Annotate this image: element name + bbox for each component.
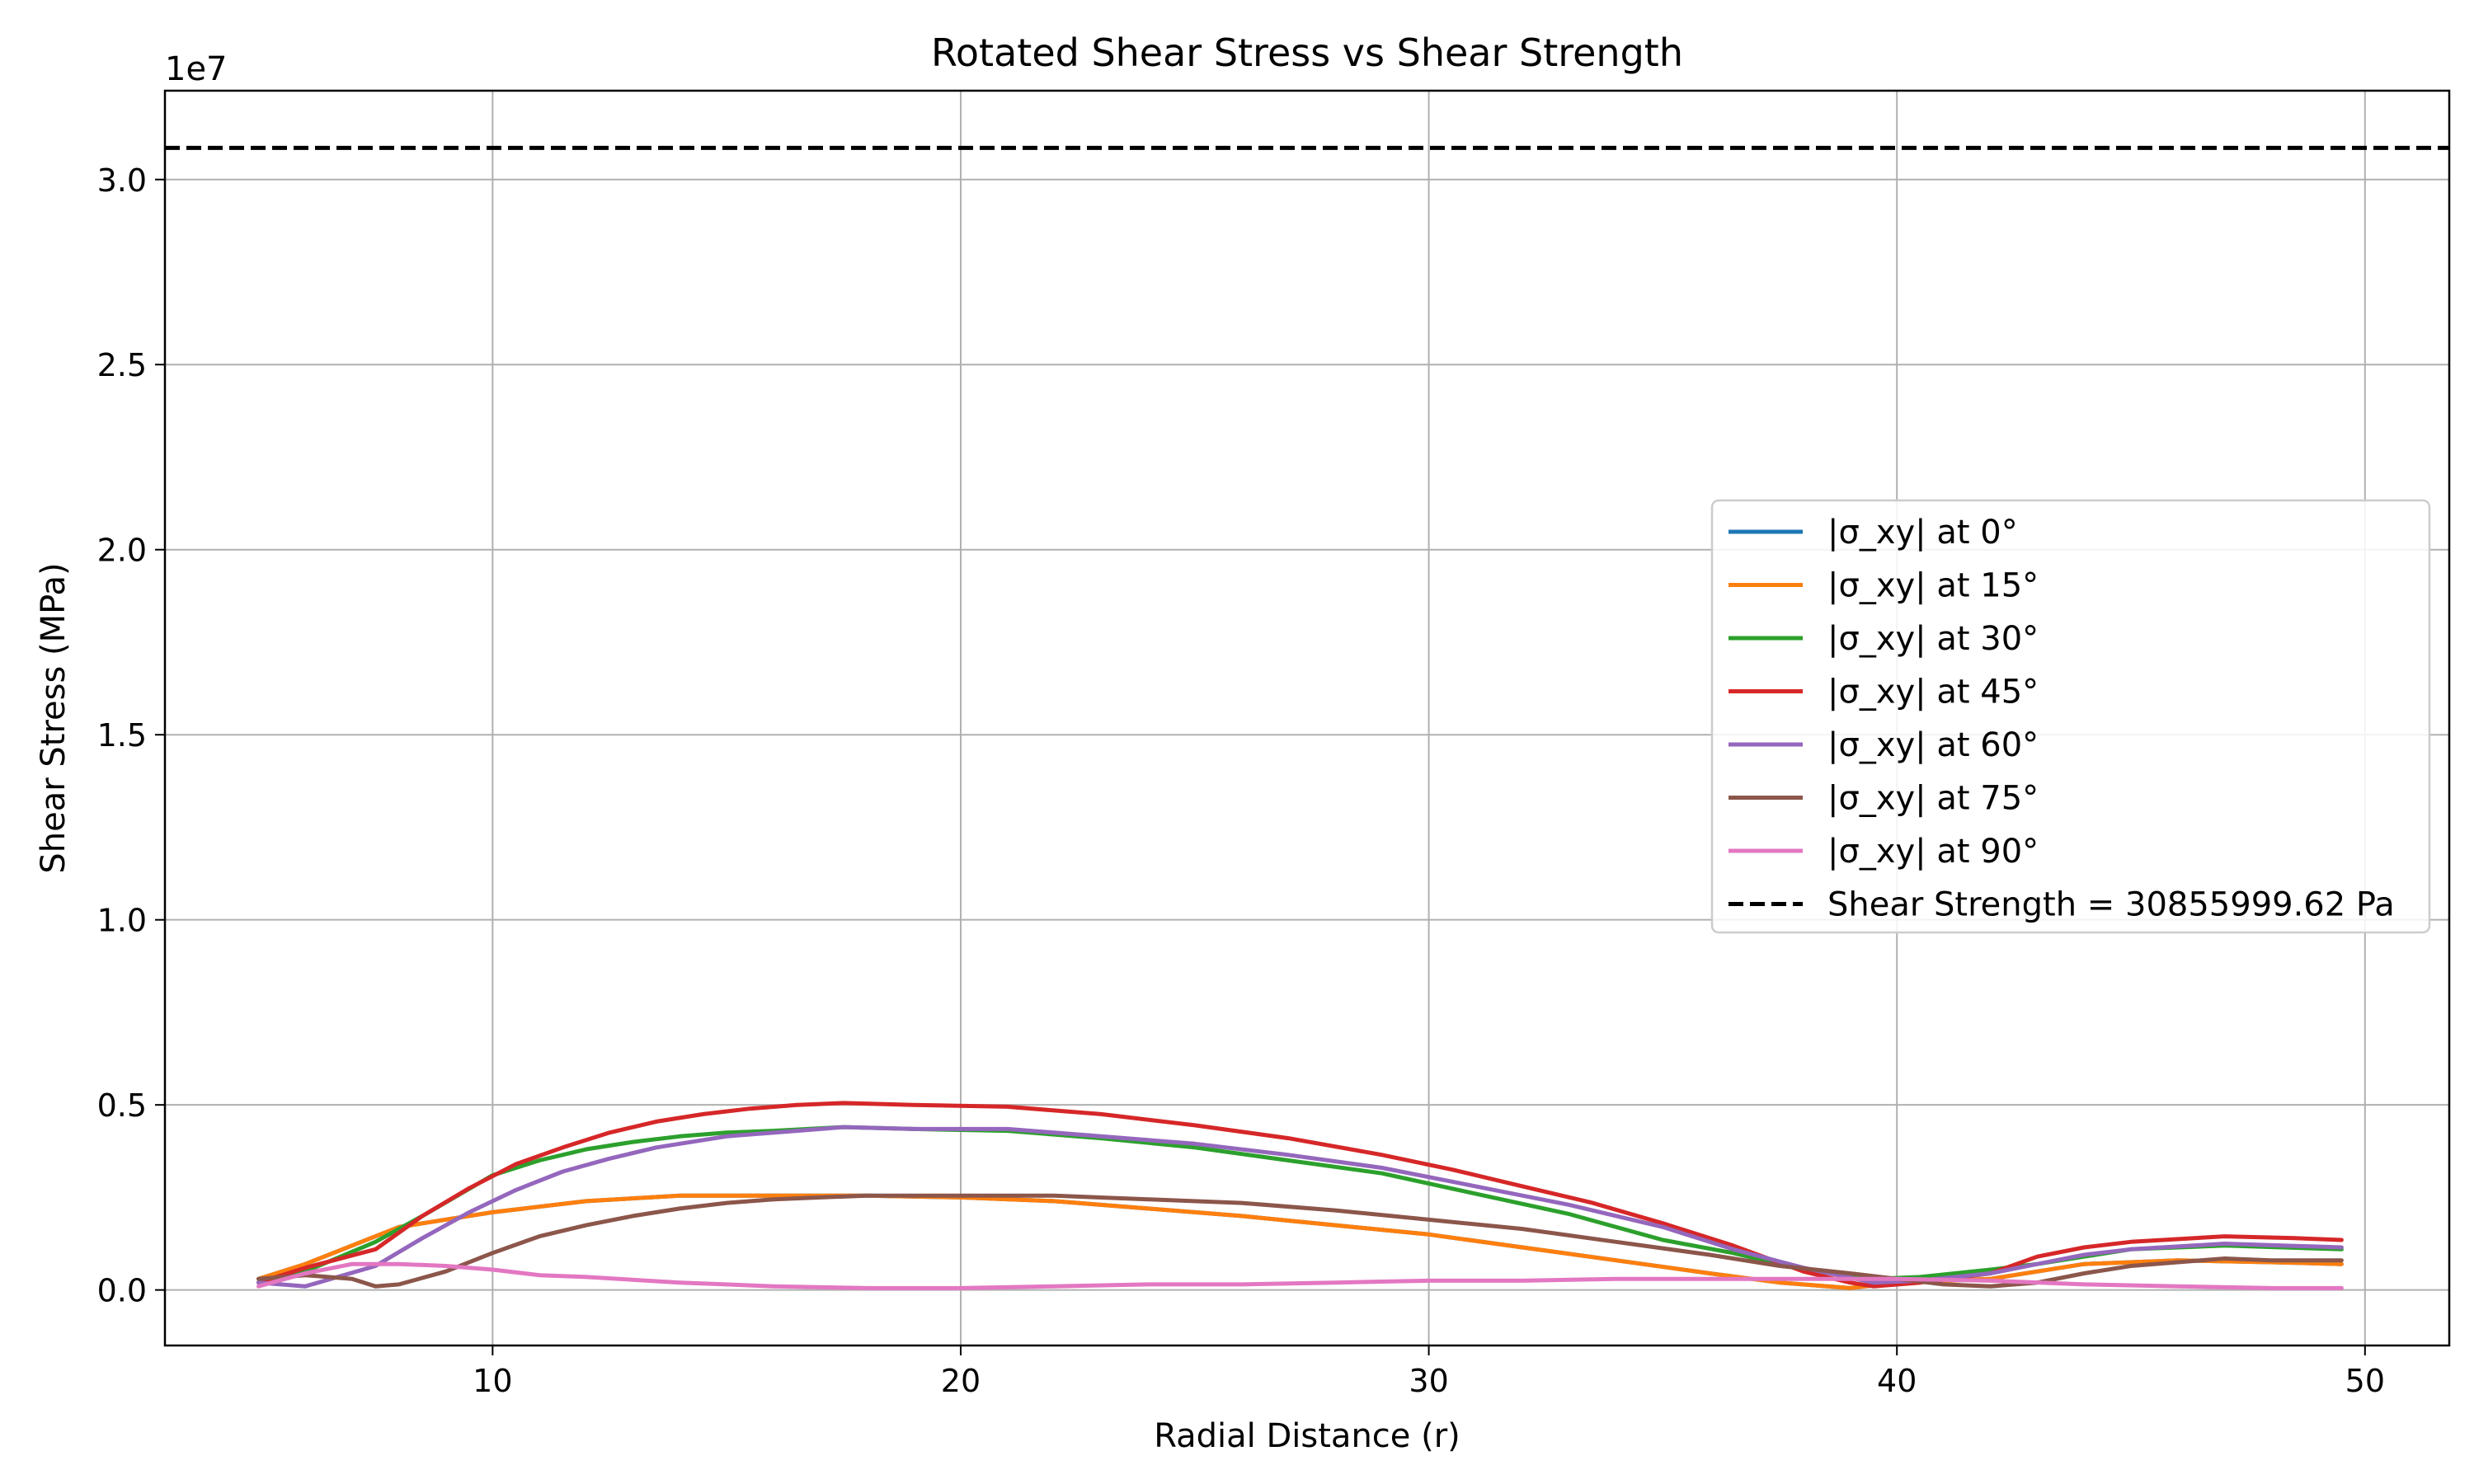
- legend-label-7: Shear Strength = 30855999.62 Pa: [1827, 886, 2395, 924]
- y-tick-label: 0.0: [97, 1273, 147, 1309]
- series-lines: [256, 1101, 2344, 1290]
- x-tick-label: 10: [473, 1363, 512, 1399]
- legend-label-2: |σ_xy| at 30°: [1827, 620, 2039, 658]
- legend: |σ_xy| at 0° |σ_xy| at 15° |σ_xy| at 30° |σ…: [1710, 499, 2431, 934]
- series-line-2: [256, 1125, 2344, 1285]
- y-offset-label: 1e7: [165, 50, 228, 88]
- y-tick-label: 2.5: [97, 347, 147, 383]
- y-axis-ticks: 0.0 0.5 1.0 1.5 2.0 2.5 3.0: [97, 162, 165, 1309]
- legend-box: [1710, 499, 2431, 934]
- legend-label-0: |σ_xy| at 0°: [1827, 514, 2018, 552]
- x-tick-label: 40: [1877, 1363, 1917, 1399]
- y-tick-label: 2.0: [97, 533, 147, 569]
- series-line-6: [256, 1261, 2344, 1290]
- y-tick-label: 1.0: [97, 903, 147, 939]
- series-line-4: [256, 1125, 2344, 1289]
- x-tick-label: 30: [1409, 1363, 1448, 1399]
- legend-label-5: |σ_xy| at 75°: [1827, 780, 2039, 818]
- y-tick-label: 3.0: [97, 162, 147, 199]
- plot-frame: [163, 89, 2451, 1347]
- x-tick-label: 20: [941, 1363, 981, 1399]
- legend-label-4: |σ_xy| at 60°: [1827, 726, 2039, 764]
- x-axis-ticks: 10 20 30 40 50: [473, 1345, 2385, 1399]
- legend-label-6: |σ_xy| at 90°: [1827, 833, 2039, 871]
- legend-items: |σ_xy| at 0° |σ_xy| at 15° |σ_xy| at 30° |σ…: [1729, 514, 2395, 924]
- y-tick-label: 1.5: [97, 717, 147, 754]
- y-axis-label: Shear Stress (MPa): [35, 562, 73, 873]
- y-tick-label: 0.5: [97, 1087, 147, 1124]
- legend-label-3: |σ_xy| at 45°: [1827, 674, 2039, 711]
- series-line-3: [256, 1101, 2344, 1289]
- x-tick-label: 50: [2345, 1363, 2385, 1399]
- legend-label-1: |σ_xy| at 15°: [1827, 567, 2039, 605]
- x-axis-label: Radial Distance (r): [1154, 1417, 1460, 1455]
- chart-title: Rotated Shear Stress vs Shear Strength: [931, 31, 1683, 75]
